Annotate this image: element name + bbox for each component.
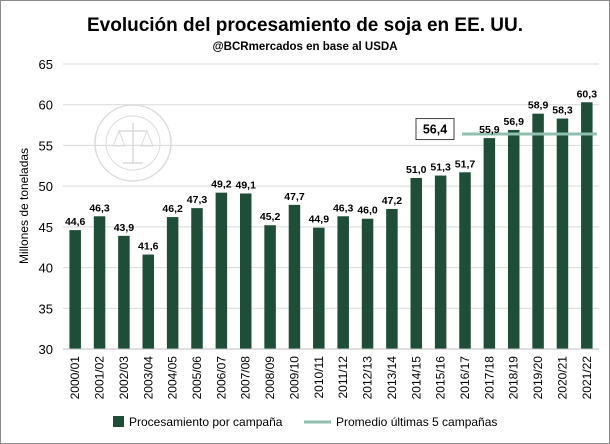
data-label: 60,3 [577,88,598,100]
x-tick-label: 2008/09 [263,356,277,400]
data-label: 47,7 [284,191,305,203]
data-label: 46,3 [89,202,110,214]
data-label: 56,9 [504,116,525,128]
y-axis-label: Millones de toneladas [17,148,31,264]
data-labels-layer: 44,646,343,941,646,247,349,2 49,145,247,7… [65,88,597,252]
x-tick-label: 2010/11 [312,356,326,399]
y-tick-label: 40 [39,261,53,276]
bar [313,227,325,349]
x-axis: 2000/01 2001/02 2002/03 2003/04 2004/05 2005/… [63,348,599,400]
x-tick-label: 2011/12 [336,356,350,399]
x-tick-label: 2004/05 [166,356,180,400]
bar [581,102,593,350]
y-tick-label: 30 [39,342,53,357]
bar [142,254,155,349]
x-tick-label: 2007/08 [239,356,253,400]
bars-layer [69,102,593,350]
x-tick-label: 2019/20 [531,356,545,400]
bar [459,172,471,349]
chart-title: Evolución del procesamiento de soja en E… [87,15,523,36]
bar [215,192,228,349]
x-tick-label: 2003/04 [141,356,155,400]
data-label: 51,3 [430,162,451,174]
x-tick-label: 2009/10 [287,356,301,400]
bar [386,208,398,349]
x-tick-label: 2016/17 [458,356,472,400]
data-label: 55,9 [479,124,500,136]
data-label: 51,0 [406,164,427,176]
bar [361,218,374,349]
x-tick-label: 2012/13 [361,356,375,400]
x-tick-label: 2000/01 [68,356,82,400]
x-tick-label: 2018/19 [507,356,521,400]
x-tick-label: 2015/16 [434,356,448,400]
y-tick-label: 65 [39,57,53,72]
data-label: 46,2 [162,203,183,215]
data-label: 41,6 [138,241,159,253]
bar [69,230,81,349]
bar [191,208,203,349]
bar [483,138,496,349]
bar [118,235,130,349]
x-tick-label: 2006/07 [214,356,228,400]
x-tick-label: 2002/03 [117,356,131,400]
x-tick-label: 2020/21 [555,356,569,400]
bar [507,129,520,349]
y-tick-label: 55 [39,138,53,153]
bar [288,204,301,349]
x-tick-label: 2013/14 [385,356,399,400]
legend: Procesamiento por campaña Promedio últim… [113,415,497,429]
y-tick-label: 35 [39,301,53,316]
bar [264,225,276,349]
data-label: 47,3 [187,194,208,206]
data-label: 45,2 [260,211,281,223]
data-label: 49,2 [211,179,232,191]
average-label: 56,4 [423,123,447,137]
y-tick-label: 45 [39,220,53,235]
data-label: 44,9 [309,214,330,226]
bar [556,118,569,349]
x-tick-label: 2017/18 [482,356,496,400]
average-label-box [415,118,455,141]
data-label: 51,7 [455,158,476,170]
x-tick-label: 2014/15 [409,356,423,400]
data-label: 58,9 [528,100,549,112]
bar [93,216,106,349]
y-tick-label: 50 [39,179,53,194]
average-line-layer: 56,4 [415,118,597,141]
bar [434,175,447,349]
bar [532,113,544,350]
chart-subtitle: @BCRmercados en base al USDA [212,41,397,53]
data-label: 43,9 [114,222,135,234]
x-tick-label: 2021/22 [580,356,594,400]
x-tick-label: 2001/02 [93,356,107,400]
legend-label-average: Promedio últimas 5 campañas [336,415,497,429]
data-label: 58,3 [552,105,573,117]
bar [166,217,179,349]
y-axis: 30 35 40 45 50 55 60 65 [39,57,53,357]
data-label: 49,1 [236,179,257,191]
legend-label-bars: Procesamiento por campaña [129,415,283,429]
bar [337,216,349,349]
watermark-seal [94,104,172,182]
data-label: 46,0 [357,205,378,217]
data-label: 46,3 [333,202,354,214]
y-tick-label: 60 [39,98,53,113]
bar [239,193,252,349]
bar [410,178,423,349]
data-label: 44,6 [65,216,86,228]
legend-swatch-bars [113,416,124,427]
x-tick-label: 2005/06 [190,356,204,400]
data-label: 47,2 [382,195,403,207]
